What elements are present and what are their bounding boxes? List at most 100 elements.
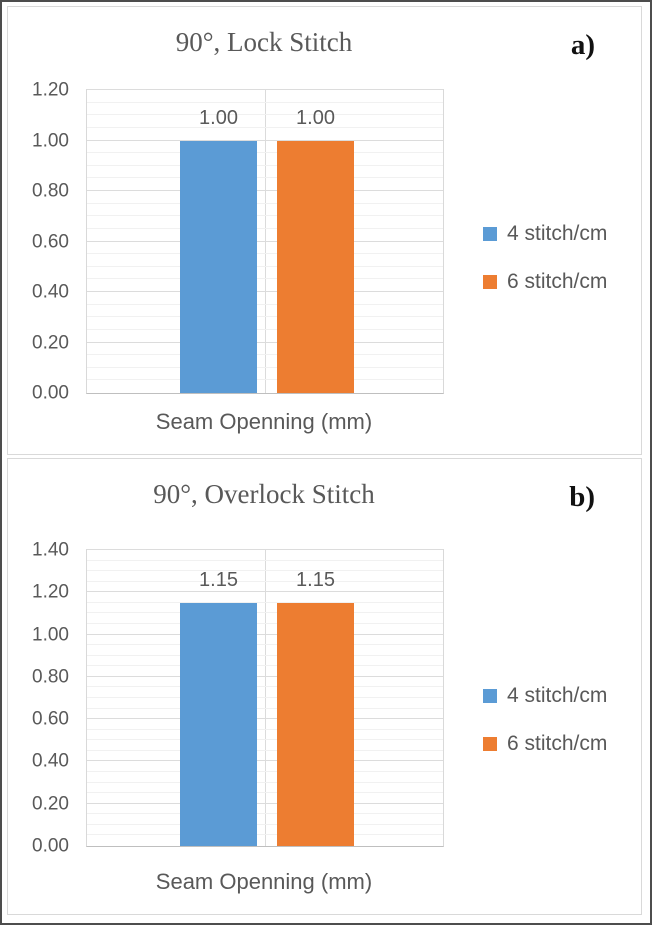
chart-title: 90°, Lock Stitch [175, 27, 353, 57]
category-divider-gridline [265, 90, 266, 393]
y-axis-tick-label: 0.40 [32, 750, 69, 772]
y-axis-tick-label: 1.20 [32, 79, 69, 101]
minor-gridline [87, 303, 443, 305]
legend-item: 6 stitch/cm [483, 733, 607, 754]
minor-gridline [87, 686, 443, 688]
y-axis-tick-label: 0.80 [32, 666, 69, 688]
major-gridline [87, 760, 443, 762]
minor-gridline [87, 202, 443, 204]
minor-gridline [87, 580, 443, 582]
minor-gridline [87, 623, 443, 624]
minor-gridline [87, 739, 443, 741]
minor-gridline [87, 559, 443, 561]
chart-panel-a: 90°, Lock Stitch a) 0.00 0.20 0.40 0.60 0.80… [7, 6, 642, 455]
y-axis-tick-label: 0.00 [32, 835, 69, 857]
major-gridline [87, 718, 443, 720]
minor-gridline [87, 227, 443, 229]
minor-gridline [87, 152, 443, 154]
bar-6-stitch-cm [277, 602, 354, 846]
major-gridline [87, 802, 443, 804]
legend-swatch-icon [483, 274, 497, 289]
legend-swatch-icon [483, 226, 497, 241]
y-axis-tick-label: 0.80 [32, 180, 69, 202]
minor-gridline [87, 177, 443, 179]
minor-gridline [87, 164, 443, 166]
minor-gridline [87, 379, 443, 381]
minor-gridline [87, 665, 443, 667]
minor-gridline [87, 749, 443, 751]
minor-gridline [87, 813, 443, 815]
major-gridline [87, 675, 443, 677]
minor-gridline [87, 328, 443, 330]
legend-label: 6 stitch/cm [507, 270, 608, 293]
minor-gridline [87, 781, 443, 783]
minor-gridline [87, 570, 443, 572]
y-axis-tick-label: 0.60 [32, 708, 69, 730]
major-gridline [87, 240, 443, 242]
legend: 4 stitch/cm 6 stitch/cm [483, 223, 607, 292]
minor-gridline [87, 101, 443, 103]
minor-gridline [87, 278, 443, 280]
category-divider-gridline [265, 550, 266, 846]
minor-gridline [87, 215, 443, 217]
minor-gridline [87, 366, 443, 368]
data-label: 1.00 [296, 106, 335, 129]
chart-title: 90°, Overlock Stitch [153, 479, 375, 509]
minor-gridline [87, 834, 443, 836]
plot-area: 0.00 0.20 0.40 0.60 0.80 1.00 1.20 1.40 1.15 1.15 [32, 541, 444, 856]
bar-4-stitch-cm [180, 602, 257, 846]
data-label: 1.15 [199, 568, 238, 591]
y-axis-tick-label: 0.00 [32, 382, 69, 404]
y-axis-tick-label: 1.00 [32, 130, 69, 151]
y-axis-tick-label: 0.20 [32, 793, 69, 815]
legend-item: 4 stitch/cm [483, 223, 607, 244]
major-gridline [87, 591, 443, 593]
chart-panel-b: 90°, Overlock Stitch b) 0.00 0.20 0.40 0.60… [7, 458, 642, 915]
bar-4-stitch-cm [180, 140, 257, 393]
major-gridline [87, 139, 443, 141]
bar-6-stitch-cm [277, 140, 354, 393]
minor-gridline [87, 792, 443, 794]
minor-gridline [87, 354, 443, 356]
minor-gridline [87, 707, 443, 709]
plot-area: 0.00 0.20 0.40 0.60 0.80 1.00 1.20 1.00 1.00 [32, 81, 444, 403]
y-axis-tick-label: 0.40 [32, 281, 69, 303]
minor-gridline [87, 728, 443, 730]
legend-label: 4 stitch/cm [507, 222, 608, 245]
minor-gridline [87, 612, 443, 614]
minor-gridline [87, 114, 443, 116]
y-axis-tick-label: 1.40 [32, 539, 69, 561]
data-label: 1.15 [296, 568, 335, 591]
major-gridline [87, 291, 443, 292]
legend-label: 6 stitch/cm [507, 732, 608, 755]
y-axis-tick-label: 0.60 [32, 231, 69, 252]
x-axis-title: Seam Openning (mm) [155, 409, 373, 434]
major-gridline [87, 341, 443, 343]
y-axis-tick-label: 1.00 [32, 624, 69, 646]
minor-gridline [87, 265, 443, 267]
major-gridline [87, 190, 443, 191]
panel-letter-label: a) [570, 29, 595, 61]
y-axis-tick-label: 0.20 [32, 332, 69, 353]
major-gridline [87, 549, 443, 550]
minor-gridline [87, 316, 443, 318]
x-axis-title: Seam Openning (mm) [155, 869, 373, 894]
y-axis-tick-label: 1.20 [32, 581, 69, 603]
major-gridline [87, 89, 443, 90]
minor-gridline [87, 126, 443, 128]
minor-gridline [87, 644, 443, 646]
legend-item: 4 stitch/cm [483, 685, 607, 706]
minor-gridline [87, 253, 443, 255]
legend-swatch-icon [483, 688, 497, 703]
legend-item: 6 stitch/cm [483, 271, 607, 292]
minor-gridline [87, 601, 443, 603]
minor-gridline [87, 697, 443, 698]
legend: 4 stitch/cm 6 stitch/cm [483, 685, 607, 754]
major-gridline [87, 633, 443, 635]
panel-letter-label: b) [569, 481, 595, 513]
data-label: 1.00 [199, 106, 238, 129]
legend-swatch-icon [483, 736, 497, 751]
minor-gridline [87, 771, 443, 772]
minor-gridline [87, 823, 443, 825]
